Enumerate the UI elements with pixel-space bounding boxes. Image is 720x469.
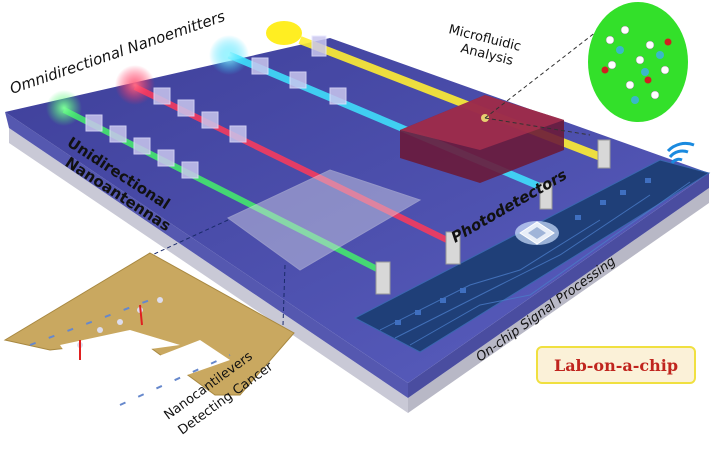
nanoantennas [85,35,347,179]
molecule-zoom [484,2,688,136]
photodetectors [375,139,611,295]
wireless-icon [666,141,695,164]
lab-on-a-chip-badge: Lab-on-a-chip [536,346,696,384]
signal-processing-board [353,159,711,353]
cyan-emitter [209,35,249,75]
badge-text: Lab-on-a-chip [554,356,678,375]
yellow-emitter [266,21,302,45]
cantilever-window [227,169,422,271]
nanoemitters [46,21,302,126]
processor-chip [515,221,559,245]
green-emitter [46,90,82,126]
nanocantilevers [3,219,295,406]
microfluidic-chamber [400,95,564,183]
red-emitter [115,65,155,105]
